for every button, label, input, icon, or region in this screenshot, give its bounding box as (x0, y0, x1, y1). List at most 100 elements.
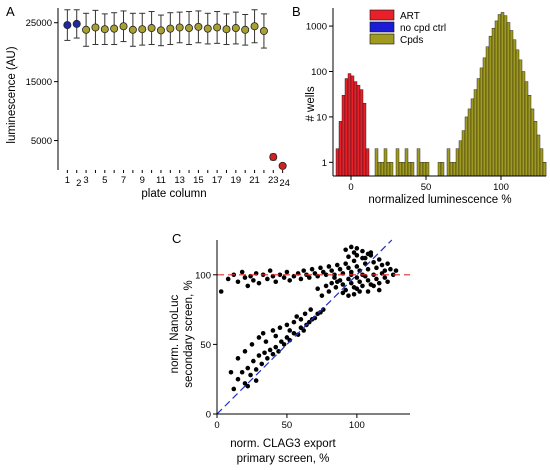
panel-c-point (312, 315, 318, 321)
panel-b-bar (458, 140, 463, 177)
panel-c-point (225, 276, 231, 282)
panel-c-point (376, 257, 382, 262)
panel-c-point (256, 335, 262, 340)
panel-c-point (360, 248, 365, 254)
panel-c-point (307, 319, 312, 325)
panel-c-point (346, 276, 351, 282)
panel-c-point (281, 275, 287, 280)
panel-b-bar (500, 12, 505, 177)
panel-b-bar (476, 78, 481, 177)
panel-c-point (385, 261, 390, 266)
panel-b-bar (521, 71, 526, 177)
panel-b-bar (497, 14, 502, 177)
panel-b-bar (467, 108, 472, 177)
panel-b-bar (425, 162, 430, 177)
panel-c-point (298, 276, 304, 282)
panel-c-point (329, 280, 334, 286)
panel-c-point (253, 378, 259, 383)
panel-a-x-tick-label: 23 (268, 175, 279, 186)
panel-b-bar (410, 162, 415, 177)
panel-a-point (194, 22, 203, 31)
panel-c-point (245, 383, 251, 389)
panel-c-point (301, 328, 307, 333)
panel-b-bar (353, 81, 358, 177)
panel-c-point (393, 268, 399, 273)
panel-c-point (242, 349, 248, 354)
panel-b-bar (422, 162, 427, 177)
panel-a-point (269, 153, 278, 162)
panel-a-x-tick-label: 17 (212, 175, 223, 186)
panel-a-point (100, 25, 109, 34)
panel-b-bar (530, 108, 535, 177)
panel-c-point (329, 268, 334, 273)
panel-b-bar (401, 162, 406, 177)
panel-c-point (357, 268, 362, 273)
panel-a-x-tick-label: 7 (121, 175, 126, 186)
panel-b-bar (536, 134, 541, 177)
panel-c-point (251, 358, 256, 364)
panel-c-point (334, 279, 340, 285)
panel-b-bar (512, 39, 517, 177)
panel-b-bar (356, 84, 361, 177)
panel-b-bar (491, 27, 496, 177)
panel-c-point (323, 272, 329, 278)
panel-a-point (119, 22, 128, 31)
panel-c-point (365, 278, 371, 283)
panel-b-bar (494, 20, 499, 177)
panel-c-reference-line-diagonal (216, 239, 393, 415)
panel-a-y-tick-label: 25000 (26, 18, 52, 29)
panel-c-point (284, 269, 290, 275)
panel-c-point (374, 265, 379, 271)
panel-a-point (222, 25, 231, 34)
panel-a-point (259, 26, 268, 35)
panel-b-legend-swatch (369, 21, 395, 33)
panel-c-point (291, 319, 297, 325)
panel-b-y-tick-label: 10 (316, 112, 327, 123)
panel-c-point (256, 280, 262, 286)
panel-b-y-tick-label: 1000 (306, 22, 327, 33)
panel-c-point (357, 279, 362, 285)
panel-a-x-tick-label: 3 (83, 175, 88, 186)
panel-c-point (323, 283, 329, 289)
panel-c-xlabel-line2: primary screen, % (237, 453, 330, 465)
panel-a-x-tick-label: 11 (156, 175, 166, 186)
panel-b-bar (338, 121, 343, 177)
panel-b-bar (359, 89, 364, 177)
panel-c-point (245, 365, 251, 371)
panel-c-point (302, 311, 308, 317)
panel-c-point (276, 349, 281, 354)
panel-c-point (262, 350, 267, 356)
panel-c-point (354, 264, 360, 269)
panel-c-point (376, 280, 382, 286)
panel-b-bar (437, 162, 442, 177)
panel-b-bar (347, 73, 352, 177)
panel-c-point (318, 310, 323, 315)
panel-c-point (270, 351, 276, 357)
panel-c-point (379, 262, 385, 268)
panel-a-point (231, 24, 240, 33)
panel-b-legend-swatch (369, 9, 395, 21)
panel-c-point (332, 272, 337, 278)
panel-c-y-tick-label: 100 (195, 270, 211, 281)
panel-b-bar (527, 95, 532, 177)
panel-b-bar (455, 148, 460, 177)
panel-b-ylabel: # wells (305, 86, 317, 121)
panel-c-point (320, 269, 326, 275)
panel-a-x-tick-label: 15 (193, 175, 204, 186)
panel-a-y-tick-label: 5000 (31, 136, 52, 147)
panel-c-point (382, 268, 388, 273)
panel-b-bar (344, 78, 349, 177)
panel-c-point (277, 272, 283, 278)
panel-c-point (326, 289, 332, 294)
panel-b-bar (362, 103, 367, 177)
panel-b-bar (515, 49, 520, 177)
panel-c-point (249, 342, 255, 347)
panel-c-point (376, 287, 382, 293)
panel-c-point (273, 333, 279, 339)
panel-c-point (354, 246, 360, 251)
panel-c-ylabel-line2: secondary screen, % (183, 280, 195, 387)
panel-c-point (273, 279, 279, 285)
panel-b-bar (374, 148, 379, 177)
